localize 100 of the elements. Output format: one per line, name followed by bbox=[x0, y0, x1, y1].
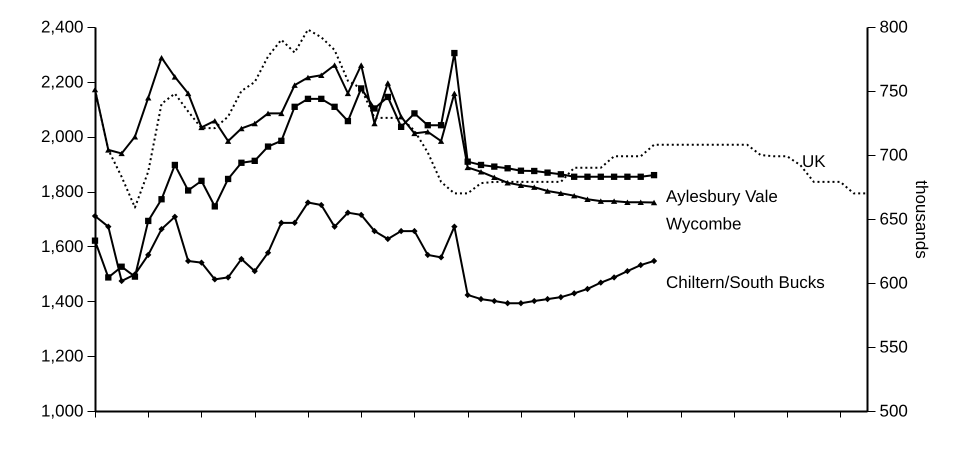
point bbox=[238, 160, 245, 166]
y-tick-label: 2,400 bbox=[40, 18, 84, 36]
point bbox=[531, 184, 538, 190]
point bbox=[331, 104, 338, 110]
point bbox=[358, 212, 364, 218]
point bbox=[238, 126, 245, 132]
point bbox=[624, 174, 631, 180]
point bbox=[304, 96, 312, 102]
point bbox=[638, 262, 644, 268]
point bbox=[558, 190, 564, 196]
point bbox=[264, 110, 272, 116]
point bbox=[451, 90, 458, 96]
point bbox=[624, 268, 631, 274]
point bbox=[624, 200, 631, 206]
point bbox=[398, 228, 404, 234]
y-tick-label: 2,200 bbox=[40, 72, 84, 92]
y2-tick-label: 750 bbox=[880, 82, 908, 100]
point bbox=[358, 62, 364, 68]
point bbox=[212, 118, 218, 124]
point bbox=[278, 110, 285, 116]
point bbox=[584, 196, 591, 202]
point bbox=[478, 169, 484, 175]
point bbox=[610, 198, 618, 204]
point bbox=[518, 300, 524, 306]
point bbox=[224, 176, 232, 182]
point bbox=[424, 252, 431, 258]
point bbox=[478, 162, 484, 168]
point bbox=[344, 118, 352, 124]
point bbox=[212, 276, 218, 283]
point bbox=[304, 199, 312, 206]
point bbox=[198, 178, 205, 184]
point bbox=[491, 298, 498, 304]
point bbox=[478, 296, 484, 302]
point bbox=[491, 163, 498, 170]
point bbox=[384, 94, 391, 100]
point bbox=[145, 218, 152, 224]
y2-tick-label: 600 bbox=[880, 274, 908, 292]
point bbox=[105, 274, 112, 281]
point bbox=[650, 200, 658, 206]
point bbox=[598, 279, 604, 286]
point bbox=[224, 274, 232, 281]
series-label: Aylesbury Vale bbox=[666, 187, 778, 206]
point bbox=[105, 224, 112, 230]
point bbox=[398, 124, 404, 130]
point bbox=[438, 122, 444, 128]
point bbox=[264, 250, 272, 256]
y2-tick-label: 550 bbox=[880, 338, 908, 356]
point bbox=[238, 256, 245, 262]
point bbox=[638, 174, 644, 180]
point bbox=[531, 298, 538, 304]
point bbox=[172, 214, 178, 220]
point bbox=[158, 226, 165, 232]
point bbox=[185, 258, 192, 264]
point bbox=[318, 202, 324, 208]
point bbox=[318, 72, 324, 78]
point bbox=[158, 54, 165, 60]
point bbox=[212, 203, 218, 210]
point bbox=[172, 74, 178, 80]
y2-tick-label: 650 bbox=[880, 210, 908, 228]
point bbox=[650, 172, 658, 178]
point bbox=[438, 138, 444, 144]
point bbox=[558, 294, 564, 300]
point bbox=[118, 278, 125, 284]
point bbox=[438, 254, 444, 261]
point bbox=[291, 220, 298, 226]
point bbox=[158, 196, 165, 202]
point bbox=[145, 252, 152, 258]
point bbox=[304, 74, 312, 80]
point bbox=[291, 104, 298, 110]
point bbox=[504, 300, 511, 306]
point bbox=[185, 187, 192, 194]
point bbox=[384, 80, 391, 86]
point bbox=[544, 296, 551, 302]
point bbox=[598, 198, 604, 204]
point bbox=[571, 290, 578, 296]
y2-tick-label: 800 bbox=[880, 18, 908, 36]
y-tick-label: 1,000 bbox=[40, 402, 84, 420]
y-tick-label: 1,800 bbox=[40, 182, 84, 202]
point bbox=[278, 220, 285, 226]
point bbox=[92, 238, 98, 244]
point bbox=[331, 224, 338, 230]
point bbox=[518, 168, 524, 174]
point bbox=[571, 174, 578, 180]
y-tick-label: 2,000 bbox=[40, 127, 84, 146]
point bbox=[118, 150, 125, 156]
y2-axis-title: thousands bbox=[912, 180, 931, 259]
point bbox=[411, 228, 418, 234]
point bbox=[584, 174, 591, 180]
series-label: Wycombe bbox=[666, 214, 742, 234]
point bbox=[318, 96, 324, 102]
y-tick-label: 1,600 bbox=[40, 236, 84, 256]
point bbox=[198, 259, 205, 266]
point bbox=[504, 165, 511, 172]
point bbox=[598, 174, 604, 180]
point bbox=[371, 228, 378, 234]
point bbox=[145, 95, 152, 101]
point bbox=[451, 50, 458, 56]
point bbox=[544, 169, 551, 176]
point bbox=[92, 212, 98, 220]
point bbox=[185, 90, 192, 96]
